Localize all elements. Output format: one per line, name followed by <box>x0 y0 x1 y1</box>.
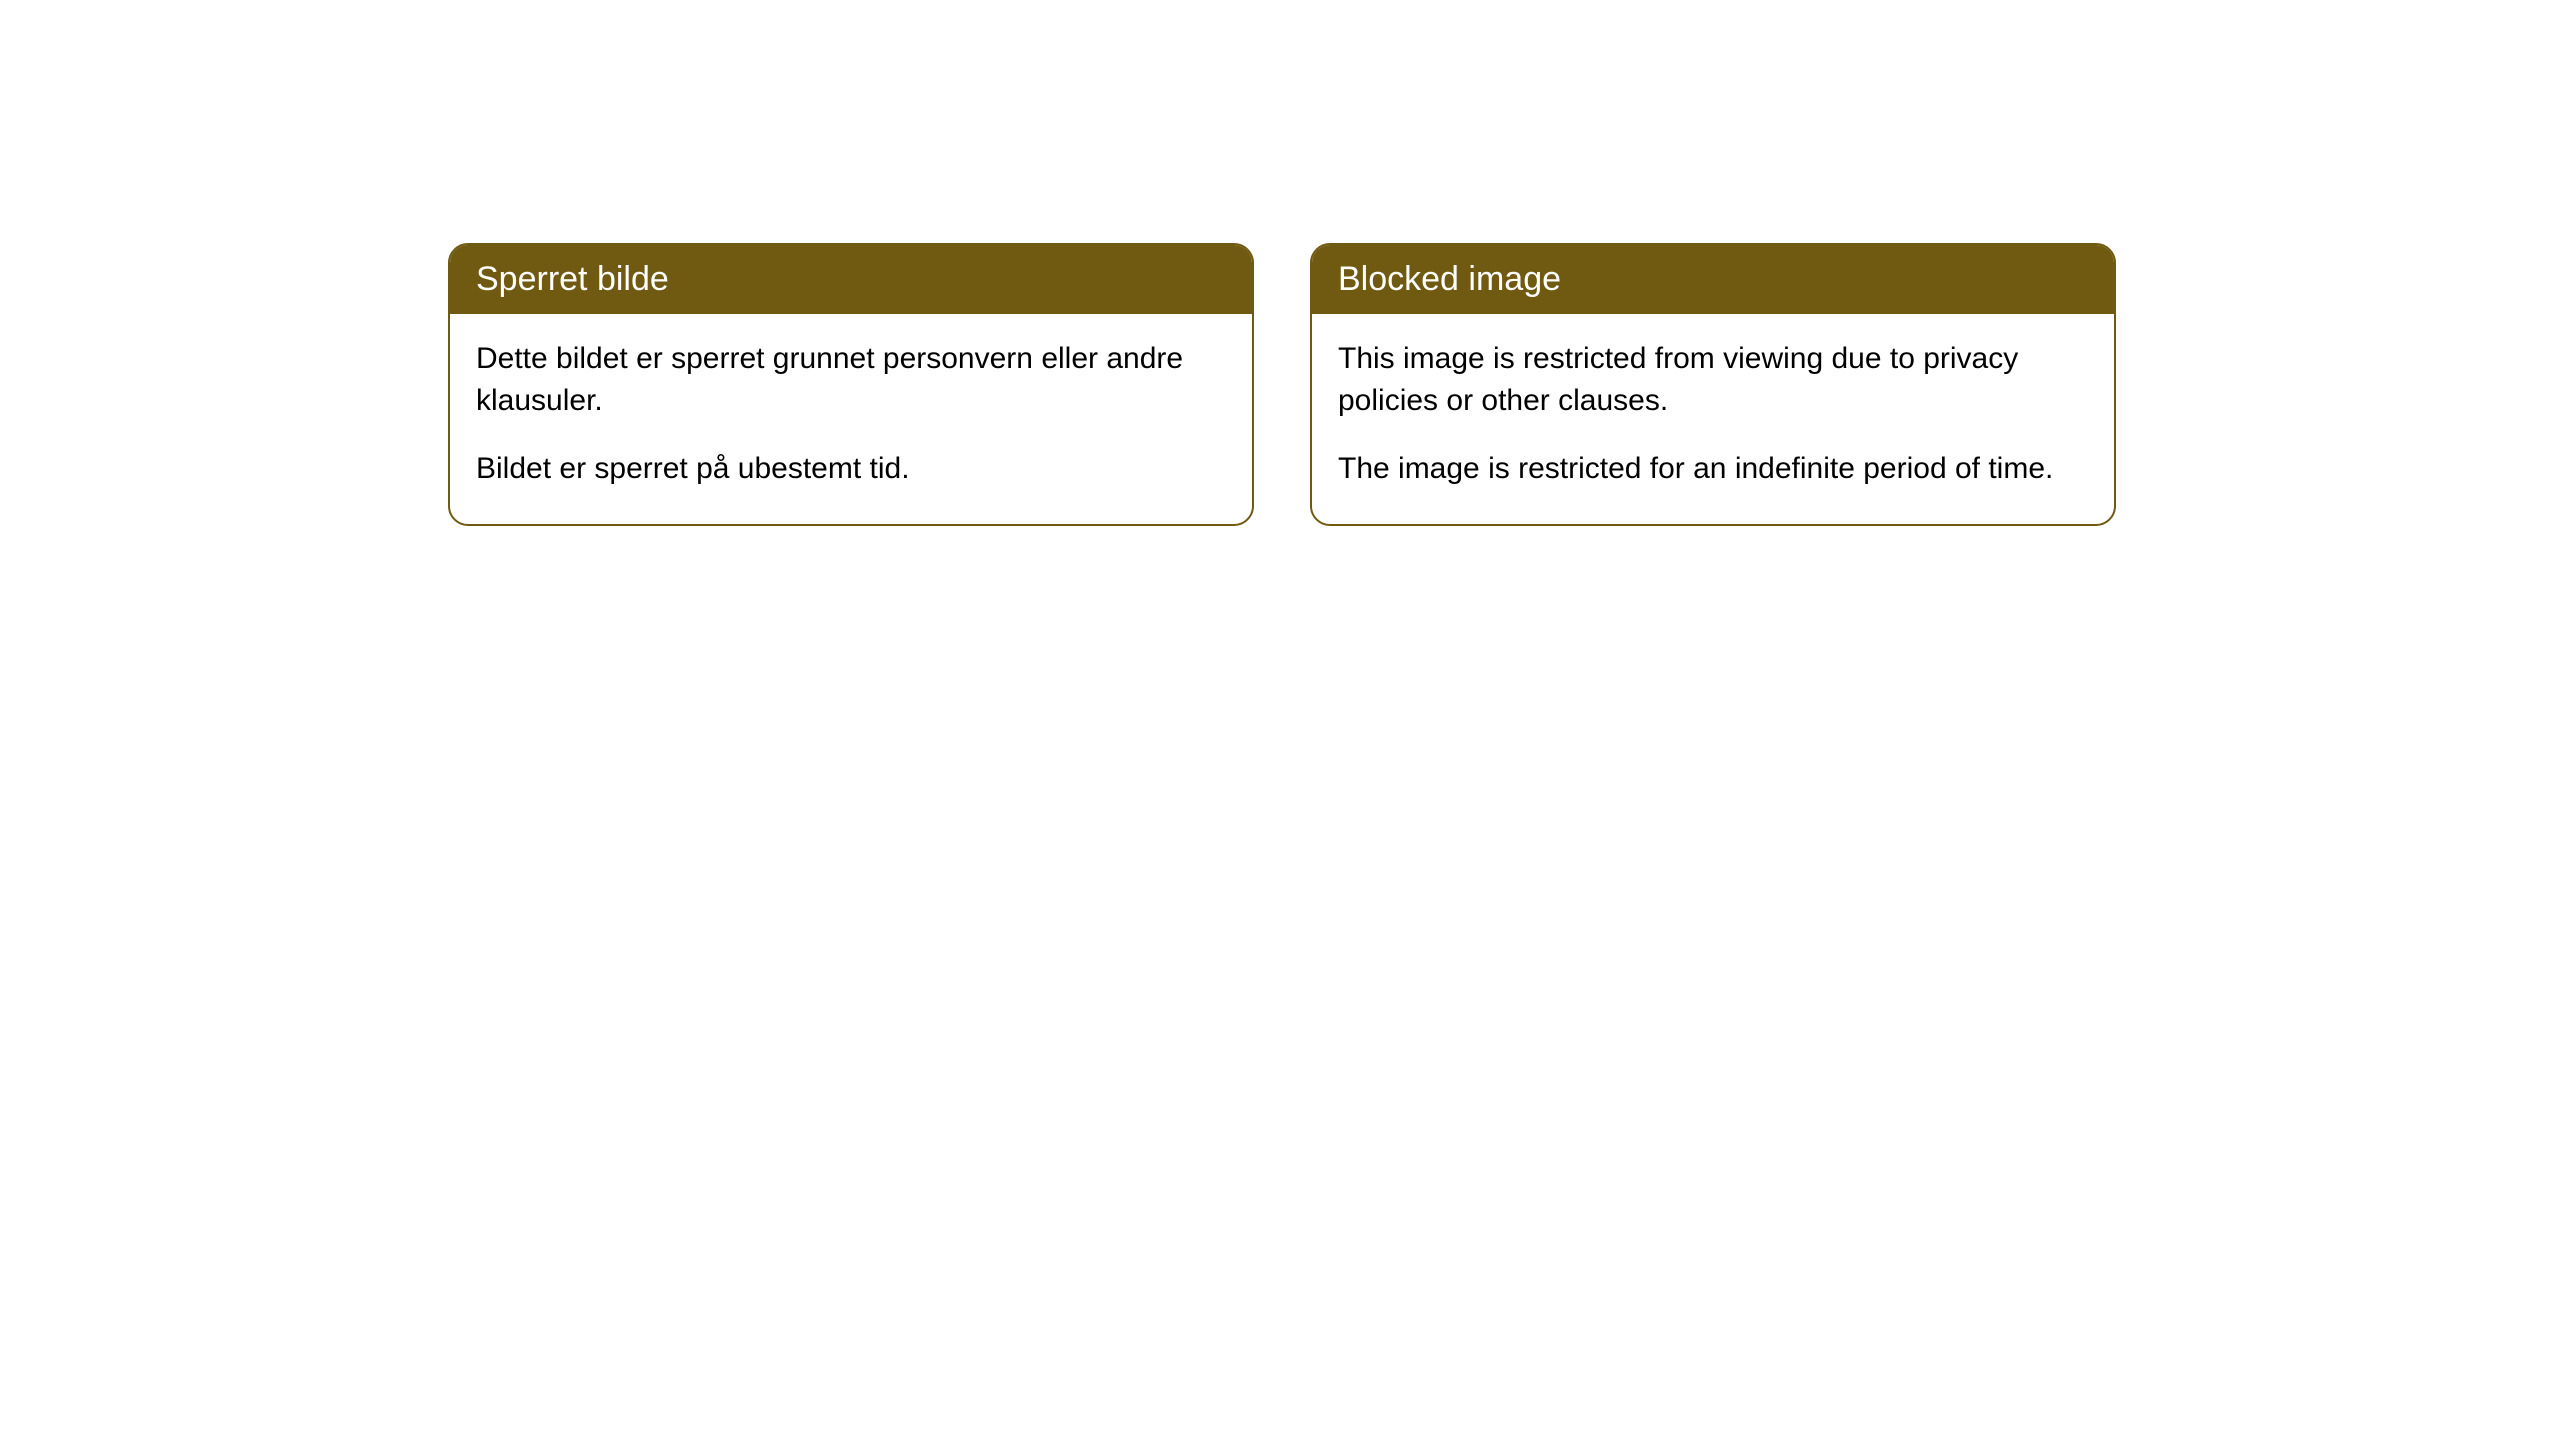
card-paragraph: The image is restricted for an indefinit… <box>1338 448 2088 490</box>
card-body: Dette bildet er sperret grunnet personve… <box>450 314 1252 524</box>
card-paragraph: Dette bildet er sperret grunnet personve… <box>476 338 1226 422</box>
cards-container: Sperret bilde Dette bildet er sperret gr… <box>448 243 2116 526</box>
card-paragraph: Bildet er sperret på ubestemt tid. <box>476 448 1226 490</box>
card-header: Blocked image <box>1312 245 2114 314</box>
blocked-image-card-english: Blocked image This image is restricted f… <box>1310 243 2116 526</box>
card-header: Sperret bilde <box>450 245 1252 314</box>
card-body: This image is restricted from viewing du… <box>1312 314 2114 524</box>
card-paragraph: This image is restricted from viewing du… <box>1338 338 2088 422</box>
blocked-image-card-norwegian: Sperret bilde Dette bildet er sperret gr… <box>448 243 1254 526</box>
